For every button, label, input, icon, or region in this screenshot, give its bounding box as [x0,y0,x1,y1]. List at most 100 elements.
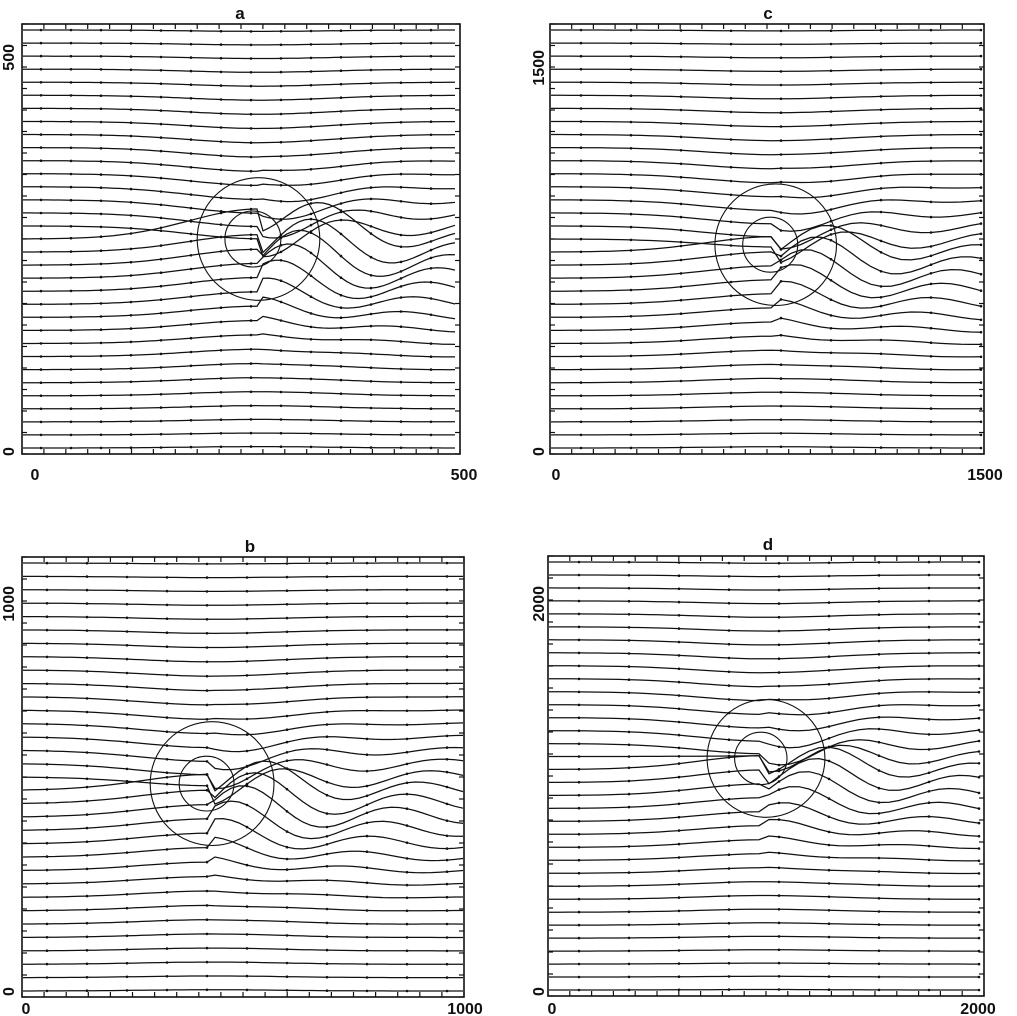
streamline-marker [979,133,983,136]
streamline-marker [405,841,409,844]
streamline-marker [279,259,283,262]
streamline-marker [627,845,631,848]
streamline-marker [429,54,433,58]
streamline-marker [125,796,129,799]
streamline-marker [85,615,89,619]
streamline-marker [325,684,329,687]
streamline-marker [399,107,403,111]
streamline [551,186,982,199]
streamline-marker [877,856,881,860]
streamline-marker [877,786,881,790]
streamline-marker [125,754,129,757]
streamline-marker [99,41,103,45]
streamline-marker [827,737,831,740]
streamline-marker [189,206,193,210]
streamline-marker [677,680,681,684]
streamline-marker [445,819,449,822]
streamline-marker [977,897,981,901]
streamline-marker [877,897,881,900]
streamline-marker [365,655,369,659]
streamline-marker [727,948,731,952]
streamline-marker [279,390,283,394]
streamline-marker [927,573,931,577]
streamline-marker [309,364,313,367]
streamline [23,209,456,239]
streamline-marker [369,366,373,370]
streamline-marker [365,784,369,788]
streamline-marker [309,125,313,128]
streamline-marker [877,715,881,719]
streamline-marker [165,576,169,579]
streamline [23,348,455,358]
streamline-marker [245,617,249,621]
streamline-marker [979,81,983,84]
streamline [22,817,464,850]
streamline-marker [165,716,169,719]
streamline-marker [979,407,983,411]
streamline [23,296,456,320]
streamline-marker [69,211,73,215]
streamline-marker [245,674,249,677]
streamline-marker [365,695,369,699]
streamline-marker [309,97,313,101]
streamline-marker [69,276,73,280]
streamline-marker [729,152,733,155]
streamline [23,120,455,130]
streamline-marker [977,762,981,765]
streamline-marker [165,848,169,851]
streamline-marker [99,262,103,266]
streamline-marker [159,352,163,356]
streamline-marker [577,793,581,797]
streamline-marker [249,431,253,435]
streamline-marker [445,834,449,838]
streamline-marker [677,975,681,978]
streamline-marker [205,960,209,964]
streamline [23,259,456,300]
streamline-marker [679,339,683,343]
streamline-marker [577,742,581,746]
streamline [23,589,463,593]
streamline-marker [927,733,931,736]
streamline-marker [285,787,289,791]
streamline-marker [627,678,631,681]
streamline-marker [285,562,289,565]
streamline-marker [727,601,731,605]
x-tick-label-a-min: 0 [31,467,40,484]
streamline-marker [777,763,781,767]
streamline-marker [39,54,43,58]
streamline-marker [69,250,73,253]
outer-circle [714,183,838,307]
streamline-marker [927,790,931,793]
streamline-marker [927,815,931,818]
streamline-marker [827,935,831,939]
panel-title-a: a [235,4,245,23]
streamline-marker [189,267,193,271]
streamline [548,786,980,815]
streamline-marker [577,755,581,758]
streamline-marker [629,446,633,450]
streamline-marker [85,751,89,754]
streamline-marker [245,784,249,788]
streamline-marker [279,140,283,144]
streamline-marker [339,123,343,127]
streamline-marker [249,305,253,308]
streamline-marker [69,446,73,450]
streamline [549,665,980,674]
streamline-marker [249,237,253,240]
streamline-marker [125,920,129,924]
streamline-marker [399,172,403,176]
streamline-marker [399,407,403,410]
streamline-marker [677,707,681,711]
streamline-marker [325,975,329,979]
streamline-marker [779,70,783,73]
streamline-marker [249,445,253,448]
streamline-marker [727,770,731,773]
streamline-marker [205,889,209,893]
streamline-marker [285,728,289,731]
streamline-marker [729,165,733,169]
streamline-marker [99,433,103,437]
streamline-marker [445,895,449,899]
streamline-marker [325,629,329,633]
streamline-marker [445,882,449,886]
streamline-marker [69,236,73,240]
